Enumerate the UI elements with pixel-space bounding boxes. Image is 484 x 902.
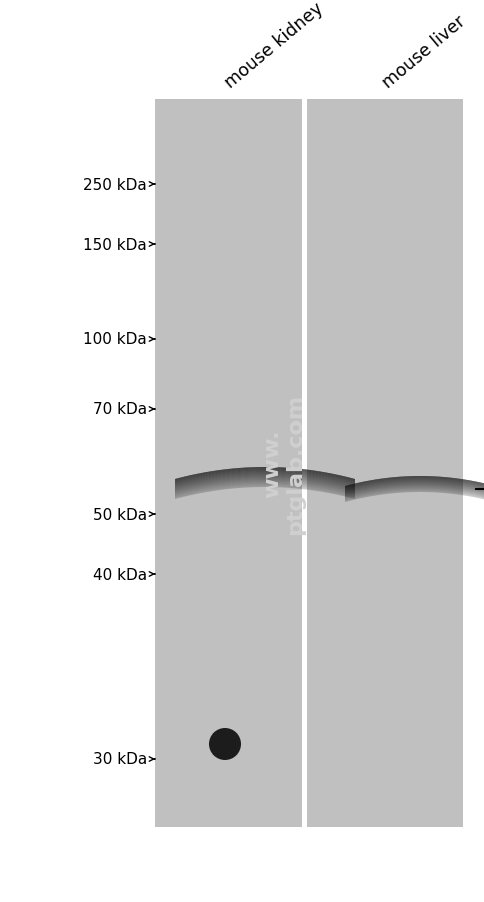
Polygon shape: [175, 481, 354, 493]
Polygon shape: [175, 469, 354, 482]
Polygon shape: [175, 486, 354, 499]
Polygon shape: [344, 478, 484, 488]
Polygon shape: [175, 478, 354, 491]
Polygon shape: [344, 484, 484, 494]
Polygon shape: [344, 492, 484, 502]
Polygon shape: [344, 478, 484, 489]
Text: mouse liver: mouse liver: [378, 13, 468, 92]
Polygon shape: [175, 483, 354, 496]
Polygon shape: [175, 473, 354, 485]
Polygon shape: [175, 480, 354, 492]
Polygon shape: [175, 480, 354, 492]
Text: 150 kDa: 150 kDa: [83, 237, 147, 253]
Polygon shape: [175, 475, 354, 488]
Polygon shape: [344, 488, 484, 498]
Polygon shape: [344, 491, 484, 501]
Polygon shape: [175, 482, 354, 494]
Polygon shape: [175, 484, 354, 497]
Bar: [155, 100, 301, 827]
Polygon shape: [175, 483, 354, 495]
Polygon shape: [175, 474, 354, 486]
Polygon shape: [175, 467, 354, 480]
Polygon shape: [344, 477, 484, 487]
Polygon shape: [175, 481, 354, 493]
Polygon shape: [175, 471, 354, 483]
Polygon shape: [175, 478, 354, 491]
Polygon shape: [175, 486, 354, 499]
Polygon shape: [175, 482, 354, 494]
Polygon shape: [344, 485, 484, 496]
Polygon shape: [175, 484, 354, 496]
Polygon shape: [344, 479, 484, 489]
Text: 70 kDa: 70 kDa: [92, 402, 147, 417]
Polygon shape: [344, 492, 484, 502]
Polygon shape: [344, 482, 484, 492]
Polygon shape: [344, 492, 484, 502]
Text: mouse kidney: mouse kidney: [221, 0, 327, 92]
Text: 30 kDa: 30 kDa: [92, 751, 147, 767]
Polygon shape: [344, 480, 484, 491]
Polygon shape: [175, 470, 354, 483]
Polygon shape: [344, 491, 484, 502]
Polygon shape: [344, 483, 484, 493]
Polygon shape: [175, 472, 354, 484]
Polygon shape: [344, 483, 484, 493]
Polygon shape: [175, 474, 354, 486]
Polygon shape: [175, 479, 354, 492]
Polygon shape: [175, 471, 354, 483]
Polygon shape: [344, 479, 484, 490]
Polygon shape: [344, 487, 484, 498]
Polygon shape: [344, 486, 484, 496]
Polygon shape: [344, 478, 484, 489]
Polygon shape: [344, 482, 484, 492]
Polygon shape: [175, 476, 354, 489]
Polygon shape: [175, 473, 354, 485]
Bar: [301, 100, 307, 827]
Polygon shape: [175, 477, 354, 490]
Text: 100 kDa: 100 kDa: [83, 332, 147, 347]
Polygon shape: [175, 474, 354, 487]
Polygon shape: [344, 484, 484, 495]
Polygon shape: [175, 468, 354, 481]
Polygon shape: [344, 490, 484, 501]
Polygon shape: [344, 487, 484, 497]
Polygon shape: [344, 489, 484, 500]
Polygon shape: [344, 480, 484, 490]
Polygon shape: [344, 488, 484, 499]
Polygon shape: [344, 489, 484, 499]
Polygon shape: [344, 483, 484, 492]
Text: 50 kDa: 50 kDa: [92, 507, 147, 522]
Polygon shape: [175, 477, 354, 490]
Bar: [307, 100, 462, 827]
Polygon shape: [175, 469, 354, 482]
Polygon shape: [344, 476, 484, 487]
Polygon shape: [175, 472, 354, 484]
Ellipse shape: [209, 728, 241, 760]
Polygon shape: [175, 476, 354, 489]
Polygon shape: [344, 485, 484, 496]
Polygon shape: [344, 481, 484, 492]
Polygon shape: [175, 483, 354, 495]
Polygon shape: [175, 475, 354, 487]
Polygon shape: [344, 481, 484, 491]
Text: 250 kDa: 250 kDa: [83, 178, 147, 192]
Text: 40 kDa: 40 kDa: [92, 566, 147, 582]
Polygon shape: [344, 485, 484, 495]
Polygon shape: [175, 487, 354, 500]
Polygon shape: [175, 485, 354, 498]
Polygon shape: [344, 482, 484, 492]
Polygon shape: [175, 485, 354, 497]
Polygon shape: [344, 486, 484, 497]
Polygon shape: [175, 468, 354, 481]
Polygon shape: [344, 489, 484, 499]
Text: www.
ptglab.com: www. ptglab.com: [262, 393, 305, 534]
Polygon shape: [344, 483, 484, 494]
Polygon shape: [344, 477, 484, 488]
Polygon shape: [344, 490, 484, 500]
